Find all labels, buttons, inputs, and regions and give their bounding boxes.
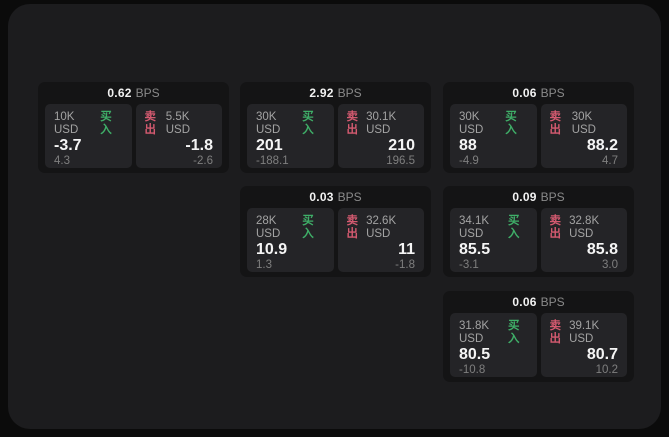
buy-tag: 买入 [507, 215, 520, 240]
sell-panel[interactable]: 卖出 39.1K USD 80.7 10.2 [540, 313, 627, 377]
card-header: 0.06 BPS [443, 291, 634, 313]
sell-amount: 5.5K USD [165, 111, 191, 136]
sell-panel[interactable]: 卖出 30.1K USD 210 196.5 [337, 104, 424, 168]
quote-panels: 30K USD 买入 201 -188.1 卖出 30.1K USD 210 1… [240, 104, 431, 168]
quote-panels: 10K USD 买入 -3.7 4.3 卖出 5.5K USD -1.8 -2.… [38, 104, 229, 168]
sell-panel[interactable]: 卖出 30K USD 88.2 4.7 [540, 104, 627, 168]
quote-card-2: 2.92 BPS 30K USD 买入 201 -188.1 卖出 30.1K … [240, 82, 431, 173]
sell-tag: 卖出 [346, 215, 359, 240]
quote-panels: 31.8K USD 买入 80.5 -10.8 卖出 39.1K USD 80.… [443, 313, 634, 377]
buy-panel[interactable]: 30K USD 买入 201 -188.1 [247, 104, 334, 168]
bps-unit-label: BPS [337, 86, 362, 100]
sell-sub-value: 196.5 [386, 155, 415, 167]
sell-amount: 32.8K USD [569, 215, 600, 240]
buy-panel[interactable]: 10K USD 买入 -3.7 4.3 [45, 104, 132, 168]
sell-amount: 39.1K USD [569, 320, 600, 345]
sell-tag: 卖出 [144, 111, 157, 136]
buy-sub-value: -4.9 [459, 155, 479, 167]
buy-tag: 买入 [507, 320, 520, 345]
quote-panels: 34.1K USD 买入 85.5 -3.1 卖出 32.8K USD 85.8… [443, 208, 634, 272]
sell-sub-value: 4.7 [602, 155, 618, 167]
sell-panel[interactable]: 卖出 32.6K USD 11 -1.8 [337, 208, 424, 272]
buy-tag: 买入 [100, 111, 112, 136]
sell-price: 210 [388, 137, 415, 154]
bps-value: 0.62 [107, 86, 132, 100]
bps-value: 0.06 [512, 86, 537, 100]
buy-price: 201 [256, 137, 283, 154]
buy-tag: 买入 [505, 111, 517, 136]
bps-value: 0.06 [512, 295, 537, 309]
buy-amount: 31.8K USD [459, 320, 490, 345]
sell-sub-value: 3.0 [602, 259, 618, 271]
buy-sub-value: -188.1 [256, 155, 289, 167]
sell-amount: 30K USD [571, 111, 596, 136]
buy-amount: 30K USD [459, 111, 484, 136]
sell-price: 80.7 [586, 346, 618, 363]
bps-unit-label: BPS [540, 190, 565, 204]
card-header: 0.06 BPS [443, 82, 634, 104]
buy-amount: 30K USD [256, 111, 281, 136]
buy-panel[interactable]: 34.1K USD 买入 85.5 -3.1 [450, 208, 537, 272]
bps-unit-label: BPS [337, 190, 362, 204]
sell-tag: 卖出 [549, 111, 562, 136]
sell-panel[interactable]: 卖出 32.8K USD 85.8 3.0 [540, 208, 627, 272]
sell-sub-value: 10.2 [595, 364, 618, 376]
buy-price: 85.5 [459, 241, 491, 258]
buy-sub-value: 4.3 [54, 155, 70, 167]
quote-card-3: 0.06 BPS 30K USD 买入 88 -4.9 卖出 30K USD 8… [443, 82, 634, 173]
buy-amount: 34.1K USD [459, 215, 490, 240]
buy-amount: 28K USD [256, 215, 281, 240]
bps-value: 0.03 [309, 190, 334, 204]
quote-panels: 28K USD 买入 10.9 1.3 卖出 32.6K USD 11 -1.8 [240, 208, 431, 272]
buy-sub-value: 1.3 [256, 259, 272, 271]
bps-unit-label: BPS [135, 86, 160, 100]
card-header: 0.09 BPS [443, 186, 634, 208]
buy-tag: 买入 [302, 215, 314, 240]
buy-panel[interactable]: 31.8K USD 买入 80.5 -10.8 [450, 313, 537, 377]
bps-value: 0.09 [512, 190, 537, 204]
buy-tag: 买入 [302, 111, 314, 136]
sell-tag: 卖出 [549, 320, 562, 345]
buy-price: -3.7 [54, 137, 82, 154]
sell-sub-value: -1.8 [395, 259, 415, 271]
sell-tag: 卖出 [346, 111, 359, 136]
sell-price: 85.8 [586, 241, 618, 258]
sell-sub-value: -2.6 [193, 155, 213, 167]
buy-amount: 10K USD [54, 111, 79, 136]
quote-card-1: 0.62 BPS 10K USD 买入 -3.7 4.3 卖出 5.5K USD… [38, 82, 229, 173]
buy-panel[interactable]: 28K USD 买入 10.9 1.3 [247, 208, 334, 272]
bps-unit-label: BPS [540, 86, 565, 100]
buy-price: 10.9 [256, 241, 288, 258]
card-header: 2.92 BPS [240, 82, 431, 104]
sell-panel[interactable]: 卖出 5.5K USD -1.8 -2.6 [135, 104, 222, 168]
bps-unit-label: BPS [540, 295, 565, 309]
buy-price: 88 [459, 137, 477, 154]
sell-amount: 32.6K USD [366, 215, 397, 240]
card-header: 0.62 BPS [38, 82, 229, 104]
sell-amount: 30.1K USD [366, 111, 397, 136]
buy-price: 80.5 [459, 346, 491, 363]
buy-sub-value: -3.1 [459, 259, 479, 271]
card-header: 0.03 BPS [240, 186, 431, 208]
quote-card-5: 0.09 BPS 34.1K USD 买入 85.5 -3.1 卖出 32.8K… [443, 186, 634, 277]
quote-card-4: 0.03 BPS 28K USD 买入 10.9 1.3 卖出 32.6K US… [240, 186, 431, 277]
bps-value: 2.92 [309, 86, 334, 100]
buy-panel[interactable]: 30K USD 买入 88 -4.9 [450, 104, 537, 168]
quote-panels: 30K USD 买入 88 -4.9 卖出 30K USD 88.2 4.7 [443, 104, 634, 168]
sell-price: -1.8 [185, 137, 213, 154]
sell-tag: 卖出 [549, 215, 562, 240]
quote-card-6: 0.06 BPS 31.8K USD 买入 80.5 -10.8 卖出 39.1… [443, 291, 634, 382]
buy-sub-value: -10.8 [459, 364, 486, 376]
sell-price: 88.2 [586, 137, 618, 154]
sell-price: 11 [398, 241, 415, 258]
